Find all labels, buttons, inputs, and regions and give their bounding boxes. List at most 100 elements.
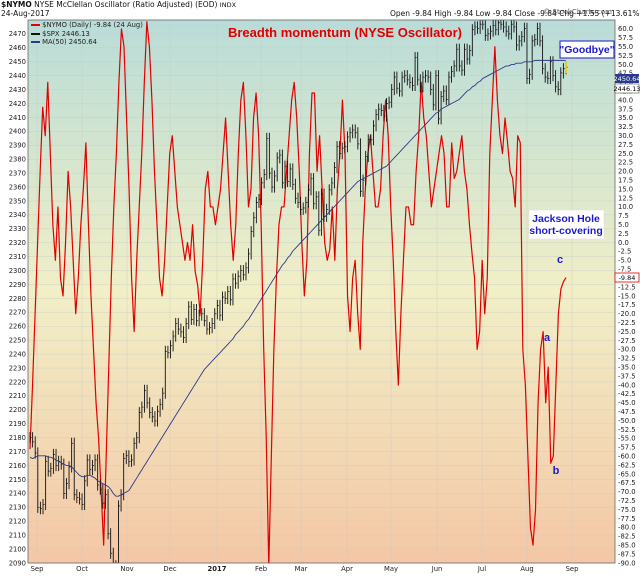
left-tick-label: 2160	[9, 462, 26, 470]
legend-label-ma: MA(50) 2450.64	[42, 38, 97, 46]
value-box-spx-ma	[615, 74, 639, 83]
annotation-wave-c: c	[557, 254, 563, 266]
x-axis: Sep Oct Nov Dec 2017 Feb Mar Apr May Jun Jul Aug Sep	[31, 565, 579, 573]
right-tick-label: -12.5	[618, 283, 636, 291]
annotation-goodbye: "Goodbye"	[559, 44, 614, 56]
left-tick-label: 2150	[9, 476, 26, 484]
right-tick-label: -80.0	[618, 524, 636, 532]
right-tick-label: -77.5	[618, 515, 636, 523]
right-tick-label: -62.5	[618, 461, 636, 469]
right-tick-label: -17.5	[618, 301, 636, 309]
left-tick-label: 2430	[9, 86, 26, 94]
right-tick-label: -15.0	[618, 292, 636, 300]
left-tick-label: 2110	[9, 531, 26, 539]
right-tick-label: 30.0	[618, 132, 633, 140]
value-label-spx: 2446.13	[614, 85, 640, 93]
right-tick-label: -60.0	[618, 452, 636, 460]
right-tick-label: 7.5	[618, 212, 629, 220]
goodbye-box	[559, 40, 615, 59]
left-tick-label: 2310	[9, 253, 26, 261]
right-axis: -90.0-87.5-85.0-82.5-80.0-77.5-75.0-72.5…	[618, 25, 636, 567]
right-tick-label: 27.5	[618, 141, 633, 149]
ma50-line	[29, 59, 567, 497]
right-tick-label: -37.5	[618, 372, 636, 380]
left-tick-label: 2140	[9, 490, 26, 498]
left-tick-label: 2170	[9, 448, 26, 456]
right-tick-label: -75.0	[618, 506, 636, 514]
left-tick-label: 2400	[9, 128, 26, 136]
right-tick-label: 25.0	[618, 150, 633, 158]
header-name: NYSE McClellan Oscillator (Ratio Adjuste…	[34, 0, 218, 9]
left-tick-label: 2230	[9, 364, 26, 372]
right-tick-label: 2.5	[618, 230, 629, 238]
header-symbol: $NYMO	[1, 0, 32, 9]
left-tick-label: 2190	[9, 420, 26, 428]
right-tick-label: 57.5	[618, 34, 633, 42]
right-tick-label: 15.0	[618, 185, 633, 193]
left-tick-label: 2100	[9, 545, 26, 553]
legend-swatch-spx	[31, 32, 40, 35]
header-date: 24-Aug-2017	[1, 9, 50, 18]
right-tick-label: -72.5	[618, 497, 636, 505]
x-tick-label: Oct	[76, 565, 88, 573]
left-tick-label: 2200	[9, 406, 26, 414]
left-tick-label: 2180	[9, 434, 26, 442]
left-tick-label: 2220	[9, 378, 26, 386]
right-tick-label: -27.5	[618, 337, 636, 345]
value-label-spx-ma: 2450.64	[614, 75, 640, 83]
jackson-hole-box	[528, 209, 605, 240]
right-tick-label: -32.5	[618, 355, 636, 363]
right-tick-label: 60.0	[618, 25, 633, 33]
right-tick-label: -42.5	[618, 390, 636, 398]
right-tick-label: 37.5	[618, 105, 633, 113]
right-tick-label: -2.5	[618, 248, 631, 256]
left-tick-label: 2250	[9, 337, 26, 345]
x-tick-label: 2017	[208, 565, 227, 573]
right-tick-label: -30.0	[618, 346, 636, 354]
watermark: © StockCharts.com	[543, 8, 612, 16]
left-tick-label: 2320	[9, 239, 26, 247]
right-tick-label: -20.0	[618, 310, 636, 318]
left-tick-label: 2260	[9, 323, 26, 331]
value-labels: 2450.64 2446.13 -9.84	[614, 74, 640, 283]
right-tick-label: -65.0	[618, 470, 636, 478]
x-tick-label: Mar	[295, 565, 308, 573]
right-tick-label: -57.5	[618, 444, 636, 452]
left-tick-label: 2270	[9, 309, 26, 317]
left-tick-label: 2240	[9, 350, 26, 358]
left-tick-label: 2420	[9, 100, 26, 108]
right-tick-label: -35.0	[618, 363, 636, 371]
legend-item-spx: $SPX 2446.13	[31, 30, 143, 39]
x-tick-label: Aug	[520, 565, 533, 573]
right-tick-label: -82.5	[618, 533, 636, 541]
legend-label-spx: $SPX 2446.13	[42, 29, 90, 38]
left-tick-label: 2120	[9, 518, 26, 526]
left-tick-label: 2280	[9, 295, 26, 303]
value-box-spx	[614, 83, 640, 94]
right-tick-label: -22.5	[618, 319, 636, 327]
left-tick-label: 2210	[9, 392, 26, 400]
header-symbol-line: $NYMO NYSE McClellan Oscillator (Ratio A…	[1, 0, 236, 10]
nymo-line	[29, 21, 567, 563]
left-tick-label: 2450	[9, 58, 26, 66]
right-tick-label: -70.0	[618, 488, 636, 496]
x-tick-label: Dec	[163, 565, 176, 573]
right-tick-label: 32.5	[618, 123, 633, 131]
left-tick-label: 2410	[9, 114, 26, 122]
left-tick-label: 2470	[9, 30, 26, 38]
legend-swatch-nymo	[31, 24, 40, 26]
x-tick-label: Jul	[477, 565, 486, 573]
right-tick-label: 12.5	[618, 194, 633, 202]
right-tick-label: -5.0	[618, 257, 631, 265]
right-tick-label: -55.0	[618, 435, 636, 443]
right-tick-label: 10.0	[618, 203, 633, 211]
right-tick-label: 52.5	[618, 52, 633, 60]
right-tick-label: 22.5	[618, 159, 633, 167]
left-tick-label: 2360	[9, 183, 26, 191]
annotation-short-covering: short-covering	[529, 225, 603, 237]
x-tick-label: Jun	[431, 565, 443, 573]
legend-item-ma: MA(50) 2450.64	[31, 38, 143, 47]
left-tick-label: 2330	[9, 225, 26, 233]
x-tick-label: Sep	[31, 565, 44, 573]
right-tick-label: -52.5	[618, 426, 636, 434]
